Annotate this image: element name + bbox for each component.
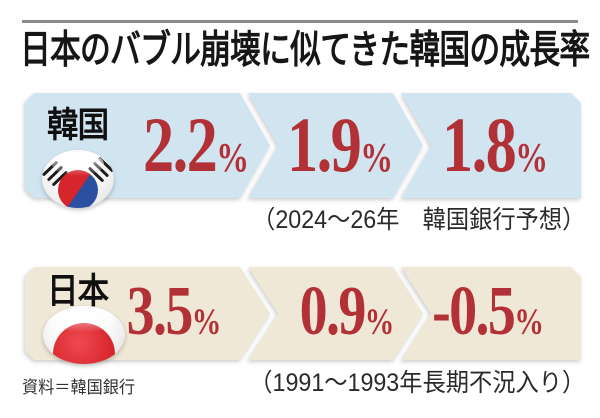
taegeuk-icon bbox=[58, 170, 98, 208]
japan-band: 日本 3.5% 0.9% -0.5% bbox=[25, 267, 581, 360]
south-korea-flag-icon bbox=[42, 150, 114, 208]
korea-value-2: 1.9% bbox=[287, 101, 393, 188]
top-divider-rule bbox=[22, 20, 578, 23]
rising-sun-icon bbox=[53, 323, 115, 364]
band-segment-2 bbox=[248, 93, 423, 198]
percent-sign: % bbox=[360, 134, 393, 180]
japan-value-2: 0.9% bbox=[299, 273, 395, 350]
percent-sign: % bbox=[216, 134, 249, 180]
band-segment-2 bbox=[248, 267, 423, 360]
percent-sign: % bbox=[191, 302, 222, 343]
percent-sign: % bbox=[514, 302, 544, 343]
korea-value-3: 1.8% bbox=[442, 101, 548, 188]
japan-value-3: -0.5% bbox=[432, 273, 544, 350]
japan-caption: （1991〜1993年長期不況入り） bbox=[249, 369, 585, 397]
percent-sign: % bbox=[515, 134, 548, 180]
band-segment-3 bbox=[401, 93, 581, 198]
japan-flag-icon bbox=[43, 306, 125, 364]
source-credit: 資料＝韓国銀行 bbox=[22, 378, 136, 397]
korea-value-1: 2.2% bbox=[143, 101, 249, 188]
band-segment-3 bbox=[401, 267, 581, 360]
korea-label: 韓国 bbox=[47, 106, 109, 145]
korea-caption: （2024〜26年 韓国銀行予想） bbox=[251, 206, 585, 234]
japan-label: 日本 bbox=[47, 272, 109, 311]
percent-sign: % bbox=[364, 302, 395, 343]
page-title: 日本のバブル崩壊に似てきた韓国の成長率 bbox=[20, 29, 590, 72]
japan-value-1: 3.5% bbox=[126, 273, 222, 350]
